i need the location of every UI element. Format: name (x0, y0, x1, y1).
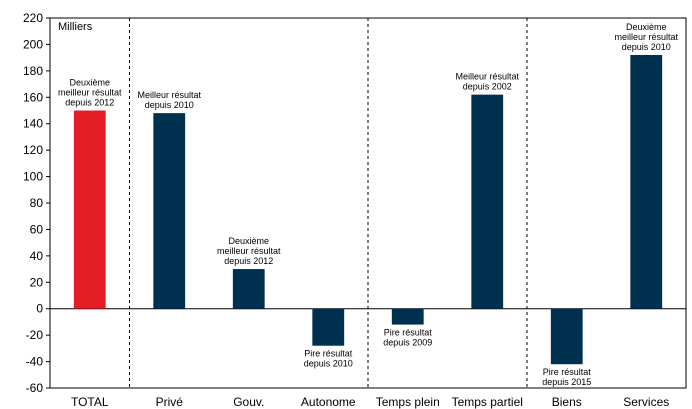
annotation-line: Meilleur résultat (455, 72, 519, 82)
y-tick-label: 100 (23, 170, 43, 184)
y-tick-label: 160 (23, 90, 43, 104)
annotation-line: depuis 2010 (145, 100, 194, 110)
x-tick-label: Temps partiel (452, 395, 523, 409)
y-tick-label: 40 (30, 249, 44, 263)
annotation-line: depuis 2010 (622, 42, 671, 52)
y-tick-label: 60 (30, 222, 44, 236)
annotation-line: Pire résultat (543, 367, 592, 377)
bar-annotation: Meilleur résultat depuis 2002 (455, 72, 519, 92)
y-tick-label: 140 (23, 117, 43, 131)
annotation-line: Deuxième (228, 236, 269, 246)
annotation-line: depuis 2012 (224, 256, 273, 266)
annotation-line: meilleur résultat (217, 246, 281, 256)
annotation-line: depuis 2012 (65, 98, 114, 108)
y-tick-label: 0 (36, 302, 43, 316)
bar (471, 94, 504, 309)
annotation-line: Pire résultat (304, 349, 353, 359)
bar (550, 308, 583, 365)
y-tick-label: -20 (26, 328, 44, 342)
annotation-line: depuis 2010 (304, 359, 353, 369)
bar-annotation: Pire résultat depuis 2015 (542, 367, 591, 387)
unit-label: Milliers (58, 21, 93, 33)
x-tick-label: Autonome (301, 395, 356, 409)
y-tick-label: 180 (23, 64, 43, 78)
x-tick-label: Temps plein (376, 395, 440, 409)
y-tick-label: 120 (23, 143, 43, 157)
bar-annotation: Deuxième meilleur résultat depuis 2010 (614, 22, 678, 52)
x-tick-label: Biens (552, 395, 582, 409)
group-separators (129, 18, 528, 388)
annotation-line: depuis 2002 (463, 82, 512, 92)
bar (312, 308, 345, 346)
bar (630, 55, 663, 309)
annotation-line: Pire résultat (384, 328, 433, 338)
annotation-line: Meilleur résultat (137, 90, 201, 100)
annotation-line: meilleur résultat (614, 32, 678, 42)
y-tick-label: 220 (23, 11, 43, 25)
bar (73, 110, 106, 309)
bar-annotation: Deuxième meilleur résultat depuis 2012 (217, 236, 281, 266)
annotation-line: meilleur résultat (58, 88, 122, 98)
annotation-line: depuis 2009 (383, 338, 432, 348)
bar-annotation: Pire résultat depuis 2010 (304, 349, 353, 369)
bar (232, 269, 265, 309)
bar-annotation: Deuxième meilleur résultat depuis 2012 (58, 78, 122, 108)
annotation-line: depuis 2015 (542, 377, 591, 387)
y-tick-label: 80 (30, 196, 44, 210)
x-tick-label: Services (623, 395, 669, 409)
x-axis-labels: TOTAL Privé Gouv. Autonome Temps plein Temps … (71, 395, 669, 409)
x-tick-label: Gouv. (233, 395, 264, 409)
y-tick-label: -40 (26, 355, 44, 369)
bar-annotation: Pire résultat depuis 2009 (383, 328, 432, 348)
y-axis-ticks: -60 -40 -20 0 20 40 60 80 100 120 140 160 180 200 220 (23, 11, 50, 395)
bar (153, 113, 186, 309)
x-tick-label: Privé (156, 395, 184, 409)
annotation-line: Deuxième (69, 78, 110, 88)
y-tick-label: 20 (30, 275, 44, 289)
y-tick-label: 200 (23, 37, 43, 51)
bar-annotations: Deuxième meilleur résultat depuis 2012Meil… (58, 22, 679, 387)
bars (73, 55, 663, 365)
bar-annotation: Meilleur résultat depuis 2010 (137, 90, 201, 110)
annotation-line: Deuxième (626, 22, 667, 32)
y-tick-label: -60 (26, 381, 44, 395)
bar (391, 308, 424, 325)
x-tick-label: TOTAL (71, 395, 109, 409)
